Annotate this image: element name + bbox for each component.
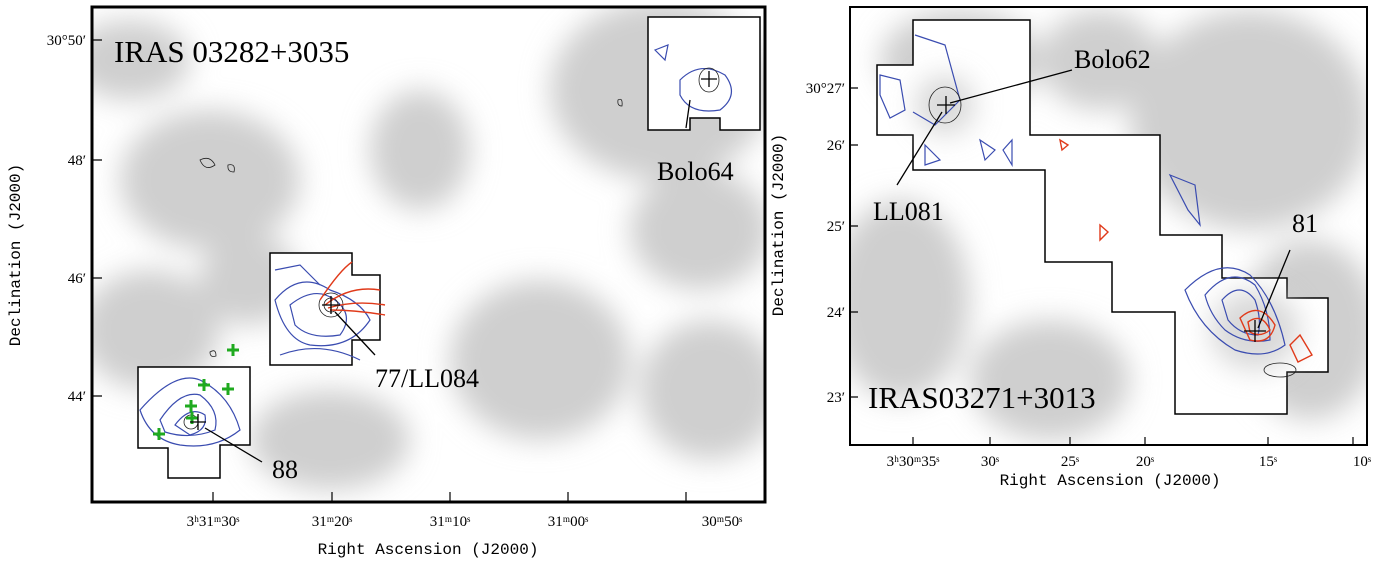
x-tick-label: 25ˢ: [1061, 454, 1079, 470]
x-tick-label: 3ʰ31ᵐ30ˢ: [187, 514, 240, 530]
x-tick-label: 3ʰ30ᵐ35ˢ: [887, 454, 940, 470]
dust-emission: [92, 7, 765, 490]
x-tick-label: 10ˢ: [1353, 454, 1371, 470]
annotation: Bolo64: [657, 157, 734, 186]
x-axis-label: Right Ascension (J2000): [318, 541, 539, 559]
source-markers: [896, 69, 1291, 342]
y-tick-label: 24′: [827, 305, 845, 321]
left-panel: IRAS 03282+3035 Bolo64 77/LL084 88 3ʰ31ᵐ…: [7, 5, 767, 559]
y-tick-label: 26′: [827, 138, 845, 154]
x-tick-label: 31ᵐ20ˢ: [312, 514, 353, 530]
tick-marks: [850, 87, 1354, 445]
annotation: LL081: [873, 197, 944, 226]
x-tick-label: 30ˢ: [981, 454, 999, 470]
contours: [139, 44, 732, 447]
x-tick-label: 20ˢ: [1136, 454, 1154, 470]
y-tick-label: 44′: [68, 389, 86, 405]
x-tick-label: 30ᵐ50ˢ: [702, 514, 743, 530]
x-tick-label: 31ᵐ10ˢ: [430, 514, 471, 530]
y-tick-label: 23′: [827, 390, 845, 406]
yso-markers: [153, 344, 239, 440]
source-markers: [190, 71, 717, 463]
annotation: 77/LL084: [375, 364, 479, 393]
panel-title: IRAS 03282+3035: [114, 34, 349, 69]
x-tick-label: 31ᵐ00ˢ: [548, 514, 589, 530]
annotation: Bolo62: [1074, 45, 1151, 74]
tick-marks: [92, 39, 687, 502]
annotation: 81: [1292, 209, 1318, 238]
x-axis-label: Right Ascension (J2000): [1000, 472, 1221, 490]
y-axis-label: Declination (J2000): [7, 164, 25, 346]
y-tick-label: 30°50′: [47, 33, 86, 49]
y-tick-label: 25′: [827, 219, 845, 235]
annotation: 88: [272, 455, 298, 484]
right-panel: IRAS03271+3013 Bolo62 LL081 81 3ʰ30ᵐ35ˢ …: [770, 6, 1371, 490]
y-tick-label: 30°27′: [806, 81, 845, 97]
contours: [879, 34, 1313, 378]
y-tick-label: 48′: [68, 153, 86, 169]
x-tick-label: 15ˢ: [1259, 454, 1277, 470]
y-tick-label: 46′: [68, 271, 86, 287]
frame: [90, 5, 767, 504]
y-axis-label: Declination (J2000): [770, 134, 788, 316]
panel-title: IRAS03271+3013: [868, 380, 1096, 415]
